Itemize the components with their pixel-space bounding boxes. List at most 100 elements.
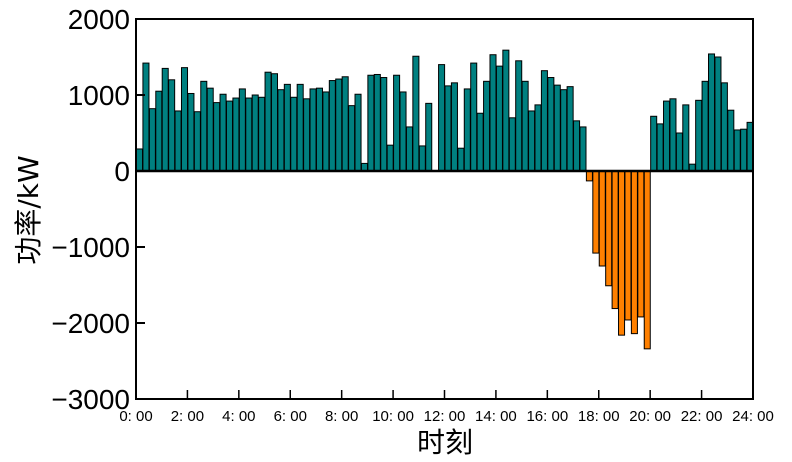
y-tick-label: 0 bbox=[114, 156, 130, 187]
bar bbox=[553, 84, 561, 172]
bar bbox=[727, 109, 735, 172]
x-tick-label: 20: 00 bbox=[629, 408, 671, 425]
x-tick-label: 16: 00 bbox=[526, 408, 568, 425]
x-tick-label: 6: 00 bbox=[274, 408, 307, 425]
y-tick-label: 2000 bbox=[68, 4, 130, 35]
bar bbox=[521, 80, 529, 172]
bar bbox=[328, 80, 336, 172]
x-tick-label: 4: 00 bbox=[222, 408, 255, 425]
bar bbox=[238, 88, 246, 172]
bar bbox=[675, 132, 683, 172]
bar bbox=[560, 89, 568, 172]
bar bbox=[592, 170, 600, 254]
bar bbox=[136, 148, 144, 172]
x-axis-label: 时刻 bbox=[417, 426, 473, 459]
bar bbox=[367, 74, 375, 172]
bar bbox=[290, 96, 298, 172]
bar bbox=[624, 170, 632, 321]
y-tick-label: −1000 bbox=[51, 232, 130, 263]
bar bbox=[534, 104, 542, 172]
bar bbox=[251, 94, 259, 172]
bar bbox=[515, 60, 523, 172]
bar bbox=[264, 71, 272, 172]
bar bbox=[283, 83, 291, 172]
bar bbox=[695, 99, 703, 172]
bar bbox=[322, 91, 330, 172]
bar bbox=[225, 100, 234, 172]
bar bbox=[303, 98, 311, 172]
bar bbox=[656, 123, 664, 172]
bar bbox=[270, 73, 278, 172]
x-tick-label: 8: 00 bbox=[325, 408, 358, 425]
bar bbox=[155, 90, 163, 172]
bar bbox=[174, 110, 182, 172]
bar bbox=[405, 126, 413, 172]
bar bbox=[733, 129, 741, 172]
bar bbox=[605, 170, 613, 287]
bar bbox=[637, 170, 645, 318]
bar bbox=[611, 170, 619, 310]
x-tick-label: 2: 00 bbox=[171, 408, 204, 425]
bar bbox=[720, 82, 728, 172]
bar bbox=[495, 65, 503, 172]
x-tick-label: 22: 00 bbox=[681, 408, 723, 425]
bar bbox=[386, 144, 394, 172]
bar bbox=[643, 170, 651, 350]
bar bbox=[508, 117, 516, 172]
bar bbox=[573, 120, 581, 172]
bar bbox=[193, 111, 201, 172]
bar bbox=[463, 88, 471, 172]
bar bbox=[701, 80, 709, 172]
bar bbox=[669, 98, 677, 172]
bar bbox=[348, 105, 356, 172]
bar bbox=[161, 67, 169, 172]
bar bbox=[187, 92, 195, 172]
x-tick-label: 24: 00 bbox=[732, 408, 774, 425]
bar bbox=[740, 128, 748, 172]
bar bbox=[470, 62, 478, 172]
bar bbox=[714, 56, 722, 172]
bar bbox=[213, 102, 221, 172]
bar bbox=[309, 88, 317, 172]
bar bbox=[373, 73, 381, 172]
x-tick-label: 14: 00 bbox=[475, 408, 517, 425]
x-tick-label: 10: 00 bbox=[372, 408, 414, 425]
y-tick-label: 1000 bbox=[68, 80, 130, 111]
bars-group bbox=[136, 49, 754, 350]
bar bbox=[566, 86, 574, 172]
bar bbox=[219, 93, 227, 172]
bar bbox=[444, 85, 452, 172]
bar bbox=[180, 67, 189, 172]
bar bbox=[547, 77, 555, 172]
bar bbox=[245, 97, 253, 172]
y-tick-label: −2000 bbox=[51, 308, 130, 339]
bar bbox=[438, 64, 446, 172]
bar bbox=[502, 49, 510, 172]
bar bbox=[528, 110, 536, 172]
x-tick-label: 18: 00 bbox=[578, 408, 620, 425]
bar bbox=[200, 80, 208, 172]
bar bbox=[148, 108, 156, 172]
bar bbox=[489, 54, 497, 172]
bar bbox=[341, 76, 349, 172]
bar bbox=[585, 170, 593, 182]
bar bbox=[630, 170, 638, 335]
bar bbox=[277, 89, 285, 172]
bar bbox=[380, 77, 388, 172]
bar bbox=[476, 112, 484, 172]
x-tick-label: 12: 00 bbox=[424, 408, 466, 425]
y-axis-label: 功率/kW bbox=[12, 155, 45, 264]
bar bbox=[393, 74, 401, 172]
bar bbox=[206, 87, 214, 172]
bar bbox=[354, 93, 362, 172]
bar bbox=[579, 126, 587, 172]
bar bbox=[483, 80, 491, 172]
bar bbox=[425, 102, 433, 172]
bar bbox=[450, 82, 458, 172]
bar bbox=[663, 100, 671, 172]
bar bbox=[335, 78, 343, 172]
bar bbox=[412, 55, 420, 172]
y-tick-label: −3000 bbox=[51, 384, 130, 415]
